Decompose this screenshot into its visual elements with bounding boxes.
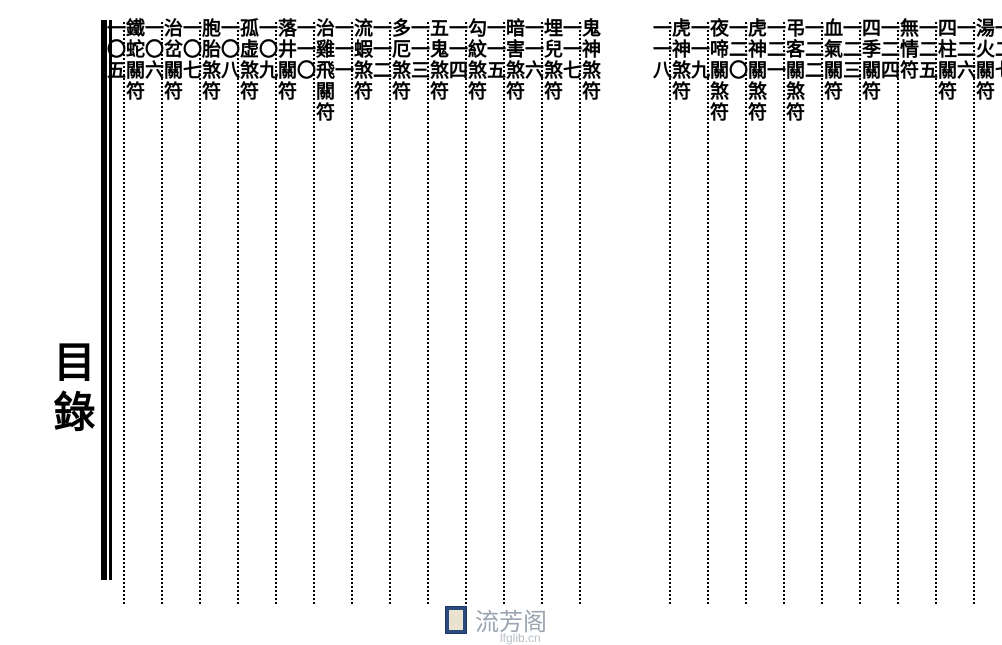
entry-title: 夜啼關煞符 xyxy=(708,18,727,608)
entry-page: 一〇七 xyxy=(181,18,200,608)
toc-entry: 虎神關煞符一二〇 xyxy=(739,18,765,608)
toc-entry: 四季關符一二三 xyxy=(853,18,879,608)
entry-page: 一二四 xyxy=(879,18,898,608)
column-gap xyxy=(611,18,651,608)
entry-title: 暗害煞符 xyxy=(504,18,523,608)
entry-page: 一〇九 xyxy=(257,18,276,608)
entry-title: 鬼神煞符 xyxy=(580,18,599,608)
toc-entry: 治雞飛關符一一〇 xyxy=(307,18,333,608)
entry-page: 一二一 xyxy=(765,18,784,608)
toc-entry: 無情符一二四 xyxy=(891,18,917,608)
entry-page: 一一〇 xyxy=(295,18,314,608)
entry-title: 埋兒煞符 xyxy=(542,18,561,608)
entry-title: 孤虚煞符 xyxy=(238,18,257,608)
entry-title: 四季關符 xyxy=(860,18,879,608)
toc-entry: 暗害煞符一一五 xyxy=(497,18,523,608)
entry-title: 多厄煞符 xyxy=(390,18,409,608)
title-column: 目錄 xyxy=(0,0,101,643)
toc-entry: 治岔關符一〇六 xyxy=(155,18,181,608)
toc-entry: 多厄煞符一一二 xyxy=(383,18,409,608)
toc-entry: 四柱關符一二五 xyxy=(929,18,955,608)
toc-entry: 血氣關符一二二 xyxy=(815,18,841,608)
book-icon xyxy=(445,606,467,634)
entry-title: 虎神關煞符 xyxy=(746,18,765,608)
entry-title: 五鬼煞符 xyxy=(428,18,447,608)
entries-area: 鐵蛇關符一〇五治岔關符一〇六胞胎煞符一〇七孤虚煞符一〇八落井關符一〇九治雞飛關符… xyxy=(101,0,1002,643)
entry-page: 一二二 xyxy=(803,18,822,608)
toc-entry: 夜啼關煞符一一九 xyxy=(701,18,727,608)
entry-title: 流蝦煞符 xyxy=(352,18,371,608)
toc-entry: 勾紋煞符一一四 xyxy=(459,18,485,608)
entries-wrap: 鐵蛇關符一〇五治岔關符一〇六胞胎煞符一〇七孤虚煞符一〇八落井關符一〇九治雞飛關符… xyxy=(117,18,1002,608)
entry-page: 一〇六 xyxy=(143,18,162,608)
entry-page: 一〇五 xyxy=(105,18,124,608)
entry-page: 一二五 xyxy=(917,18,936,608)
toc-entry: 鐵蛇關符一〇五 xyxy=(117,18,143,608)
entry-page: 一一一 xyxy=(333,18,352,608)
entry-page: 一一三 xyxy=(409,18,428,608)
entry-title: 鐵蛇關符 xyxy=(124,18,143,608)
toc-entry: 五鬼煞符一一三 xyxy=(421,18,447,608)
toc-entry: 湯火關符一二六 xyxy=(967,18,993,608)
toc-entry: 流蝦煞符一一一 xyxy=(345,18,371,608)
entry-page: 一一六 xyxy=(523,18,542,608)
entry-title: 四柱關符 xyxy=(936,18,955,608)
entry-title: 湯火關符 xyxy=(974,18,993,608)
page-root: 目錄 鐵蛇關符一〇五治岔關符一〇六胞胎煞符一〇七孤虚煞符一〇八落井關符一〇九治雞… xyxy=(0,0,1002,643)
entry-page: 一一八 xyxy=(651,18,670,608)
toc-entry: 落井關符一〇九 xyxy=(269,18,295,608)
entry-page: 一二七 xyxy=(993,18,1002,608)
toc-entry: 鬼神煞符一一七 xyxy=(573,18,599,608)
entry-page: 一一七 xyxy=(561,18,580,608)
page-title: 目錄 xyxy=(40,340,101,440)
entry-page: 一二三 xyxy=(841,18,860,608)
entry-title: 勾紋煞符 xyxy=(466,18,485,608)
entry-page: 一一四 xyxy=(447,18,466,608)
entry-title: 治雞飛關符 xyxy=(314,18,333,608)
entry-page: 一〇八 xyxy=(219,18,238,608)
entry-page: 一二六 xyxy=(955,18,974,608)
entry-title: 無情符 xyxy=(898,18,917,608)
entry-title: 血氣關符 xyxy=(822,18,841,608)
toc-entry: 胞胎煞符一〇七 xyxy=(193,18,219,608)
toc-entry: 弔客關煞符一二一 xyxy=(777,18,803,608)
toc-entry: 虎神煞符一一八 xyxy=(663,18,689,608)
entry-page: 一一二 xyxy=(371,18,390,608)
entry-title: 弔客關煞符 xyxy=(784,18,803,608)
entry-title: 胞胎煞符 xyxy=(200,18,219,608)
entry-title: 治岔關符 xyxy=(162,18,181,608)
entry-page: 一一九 xyxy=(689,18,708,608)
entry-page: 一一五 xyxy=(485,18,504,608)
entry-title: 虎神煞符 xyxy=(670,18,689,608)
entry-title: 落井關符 xyxy=(276,18,295,608)
entry-page: 一二〇 xyxy=(727,18,746,608)
toc-entry: 埋兒煞符一一六 xyxy=(535,18,561,608)
toc-entry: 孤虚煞符一〇八 xyxy=(231,18,257,608)
